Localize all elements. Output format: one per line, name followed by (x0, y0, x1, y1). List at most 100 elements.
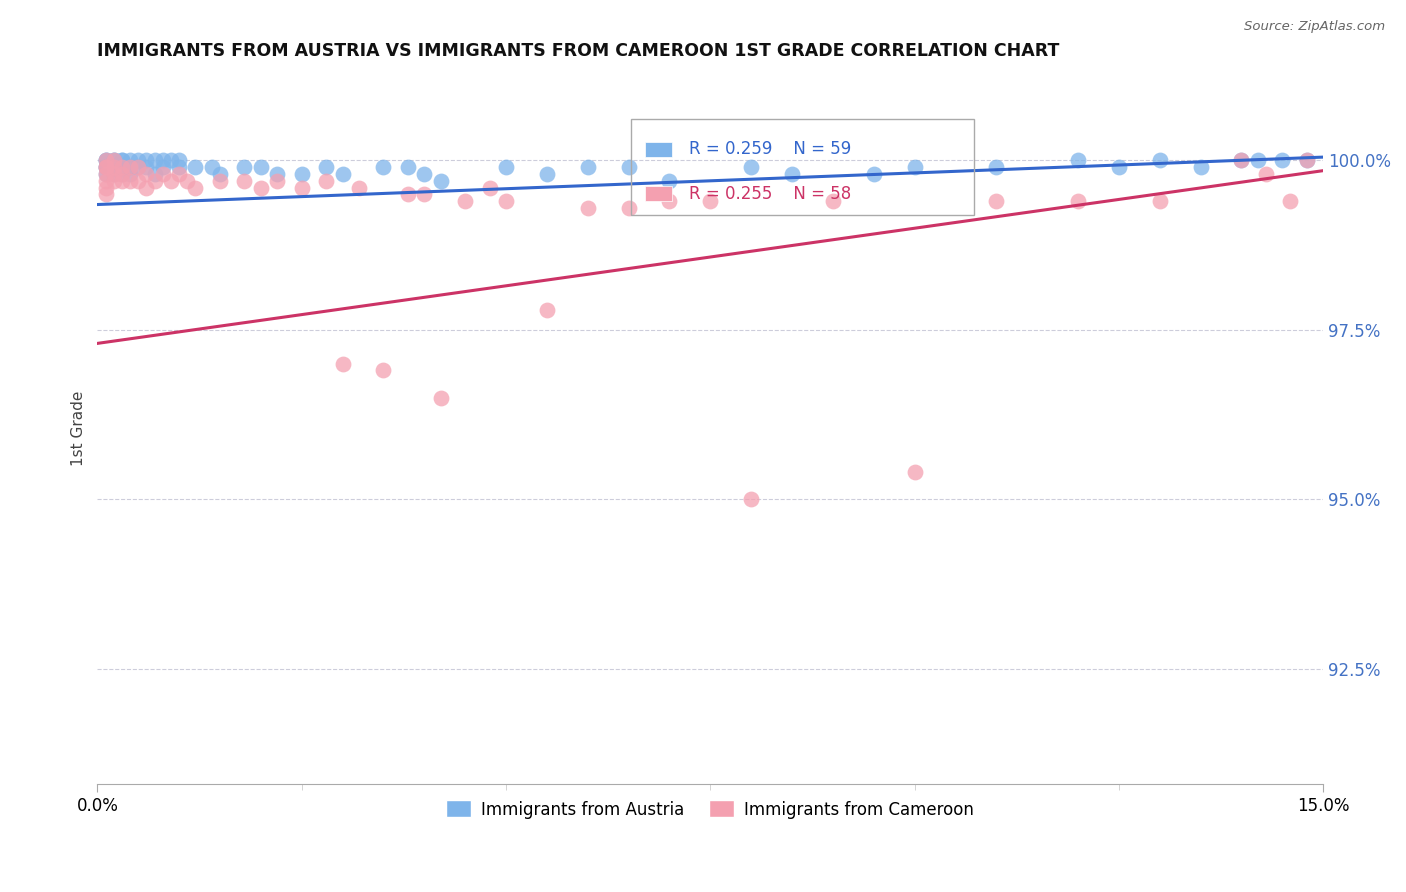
Point (454, 194, 477, 208)
Point (291, 167, 314, 181)
Point (152, 153, 174, 168)
Point (176, 174, 198, 188)
Point (347, 180, 370, 194)
Point (167, 161, 190, 175)
Point (903, 465, 925, 479)
Point (208, 174, 231, 188)
Point (94, 167, 117, 181)
Point (740, 492, 762, 507)
Point (94, 187, 117, 202)
Point (118, 161, 141, 175)
Y-axis label: 1st Grade: 1st Grade (72, 391, 86, 466)
Point (315, 174, 337, 188)
Point (111, 167, 134, 181)
Point (127, 161, 149, 175)
Point (94, 161, 117, 175)
Point (986, 194, 1008, 208)
Point (152, 161, 174, 175)
Point (1279, 194, 1302, 208)
Point (135, 180, 157, 194)
Text: R = 0.259    N = 59: R = 0.259 N = 59 (689, 140, 852, 159)
Point (1149, 153, 1171, 168)
Point (1295, 153, 1317, 168)
Point (94, 174, 117, 188)
Point (103, 153, 125, 168)
Point (266, 167, 288, 181)
Point (111, 161, 134, 175)
Point (1067, 194, 1090, 208)
Text: Source: ZipAtlas.com: Source: ZipAtlas.com (1244, 20, 1385, 33)
Point (429, 174, 451, 188)
Point (658, 174, 681, 188)
Point (135, 167, 157, 181)
Point (617, 201, 640, 215)
Point (184, 161, 207, 175)
Text: R = 0.255    N = 58: R = 0.255 N = 58 (689, 185, 852, 202)
Point (233, 174, 256, 188)
Point (495, 194, 517, 208)
Point (167, 153, 190, 168)
Point (94, 153, 117, 168)
Point (1189, 161, 1212, 175)
Bar (645, 186, 672, 202)
Legend: Immigrants from Austria, Immigrants from Cameroon: Immigrants from Austria, Immigrants from… (440, 794, 981, 825)
Point (780, 167, 803, 181)
Point (1254, 167, 1277, 181)
Point (103, 167, 125, 181)
Point (94, 161, 117, 175)
Point (94, 167, 117, 181)
Point (821, 194, 844, 208)
Point (127, 161, 149, 175)
Point (862, 167, 884, 181)
Point (167, 167, 190, 181)
Point (94, 153, 117, 168)
Point (315, 161, 337, 175)
Point (143, 153, 166, 168)
Point (1230, 153, 1253, 168)
Point (373, 161, 395, 175)
Point (160, 174, 183, 188)
Point (332, 167, 354, 181)
Point (478, 180, 501, 194)
Point (135, 161, 157, 175)
Point (495, 161, 517, 175)
Text: IMMIGRANTS FROM AUSTRIA VS IMMIGRANTS FROM CAMEROON 1ST GRADE CORRELATION CHART: IMMIGRANTS FROM AUSTRIA VS IMMIGRANTS FR… (97, 42, 1060, 60)
Point (396, 161, 419, 175)
Point (1230, 153, 1253, 168)
Point (118, 167, 141, 181)
Point (332, 357, 354, 371)
Point (1108, 161, 1130, 175)
Point (266, 174, 288, 188)
Point (617, 161, 640, 175)
Point (1271, 153, 1294, 168)
Point (103, 167, 125, 181)
Point (413, 167, 436, 181)
Point (536, 302, 558, 317)
Point (103, 161, 125, 175)
Point (1149, 194, 1171, 208)
Point (103, 161, 125, 175)
Bar (645, 142, 672, 157)
Point (111, 153, 134, 168)
Point (118, 153, 141, 168)
Point (143, 167, 166, 181)
Point (201, 161, 224, 175)
Point (103, 174, 125, 188)
Point (127, 153, 149, 168)
Point (396, 187, 419, 202)
Point (1067, 153, 1090, 168)
Point (103, 153, 125, 168)
Point (249, 161, 271, 175)
Point (94, 180, 117, 194)
Point (208, 167, 231, 181)
Point (249, 180, 271, 194)
Point (111, 161, 134, 175)
Point (135, 153, 157, 168)
Point (233, 161, 256, 175)
Point (152, 167, 174, 181)
Point (429, 391, 451, 405)
Point (127, 174, 149, 188)
Point (184, 180, 207, 194)
Point (118, 161, 141, 175)
Point (986, 161, 1008, 175)
